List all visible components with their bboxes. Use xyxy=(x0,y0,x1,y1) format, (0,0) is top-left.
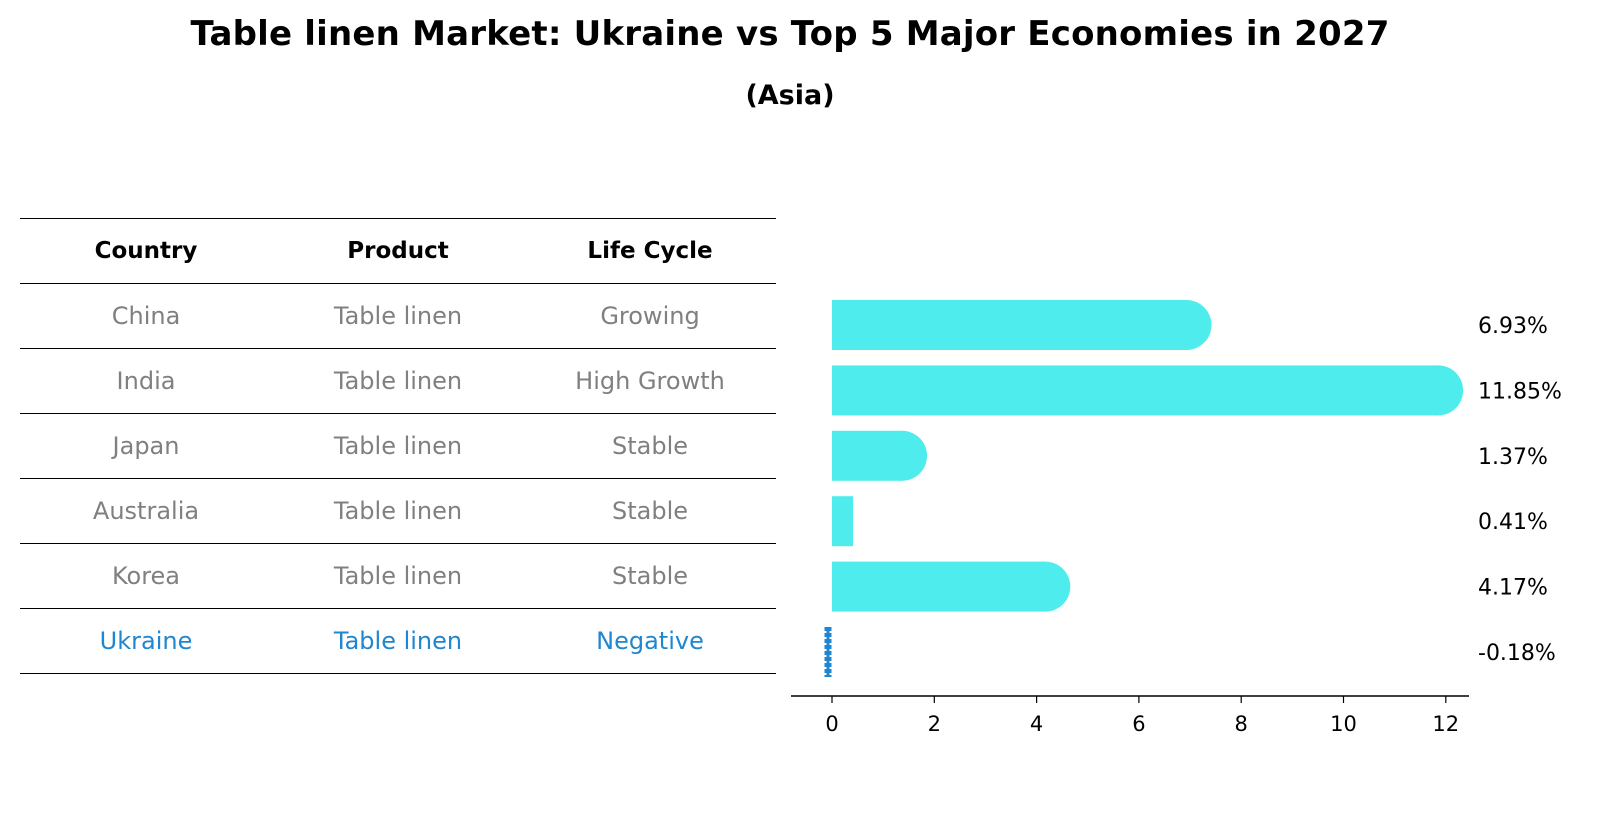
country-cell: China xyxy=(111,302,181,330)
bar-india xyxy=(832,365,1439,416)
x-tick-label: 0 xyxy=(825,712,838,736)
header-life-cycle: Life Cycle xyxy=(587,238,713,264)
header-product: Product xyxy=(347,238,449,264)
value-label: -0.18% xyxy=(1478,641,1556,666)
x-tick-label: 2 xyxy=(928,712,941,736)
product-cell: Table linen xyxy=(333,497,463,525)
value-label: 11.85% xyxy=(1478,379,1562,404)
country-cell: Japan xyxy=(112,432,180,460)
bar-japan-cap xyxy=(877,430,928,481)
country-cell: Australia xyxy=(92,497,200,525)
table-row: Australia Table linen Stable xyxy=(20,478,776,543)
country-cell: India xyxy=(116,367,176,395)
life-cycle-cell: High Growth xyxy=(575,367,725,395)
product-cell: Table linen xyxy=(333,627,463,655)
product-cell: Table linen xyxy=(333,367,463,395)
x-tick-label: 12 xyxy=(1432,712,1459,736)
table-row: China Table linen Growing xyxy=(20,283,776,348)
table-header-row: Country Product Life Cycle xyxy=(20,218,776,283)
product-cell: Table linen xyxy=(333,562,463,590)
value-label: 0.41% xyxy=(1478,510,1548,535)
life-cycle-cell: Negative xyxy=(596,627,704,655)
value-label: 6.93% xyxy=(1478,314,1548,339)
table-row: India Table linen High Growth xyxy=(20,348,776,413)
bar-australia xyxy=(832,496,853,547)
value-label: 4.17% xyxy=(1478,576,1548,601)
life-cycle-cell: Stable xyxy=(611,432,689,460)
value-label: 1.37% xyxy=(1478,445,1548,470)
chart-title: Table linen Market: Ukraine vs Top 5 Maj… xyxy=(190,14,1390,54)
product-cell: Table linen xyxy=(333,302,463,330)
chart-subtitle: (Asia) xyxy=(745,80,835,111)
market-table: Country Product Life Cycle China Table l… xyxy=(20,218,776,674)
life-cycle-cell: Stable xyxy=(611,562,689,590)
table-row: Japan Table linen Stable xyxy=(20,413,776,478)
x-tick-label: 10 xyxy=(1330,712,1357,736)
bar-china xyxy=(832,300,1187,350)
table-row: Korea Table linen Stable xyxy=(20,543,776,608)
bar-korea-cap xyxy=(1020,561,1071,612)
header-country: Country xyxy=(94,238,198,264)
x-tick-label: 8 xyxy=(1235,712,1248,736)
bar-india-cap xyxy=(1413,365,1464,416)
life-cycle-cell: Stable xyxy=(611,497,689,525)
bar-china-cap xyxy=(1161,300,1212,350)
table-row-highlight: Ukraine Table linen Negative xyxy=(20,608,776,674)
x-tick-label: 4 xyxy=(1030,712,1043,736)
x-tick-label: 6 xyxy=(1132,712,1145,736)
bar-korea xyxy=(832,561,1046,612)
country-cell: Korea xyxy=(111,562,181,590)
country-cell: Ukraine xyxy=(99,627,193,655)
product-cell: Table linen xyxy=(333,432,463,460)
life-cycle-cell: Growing xyxy=(600,302,700,330)
